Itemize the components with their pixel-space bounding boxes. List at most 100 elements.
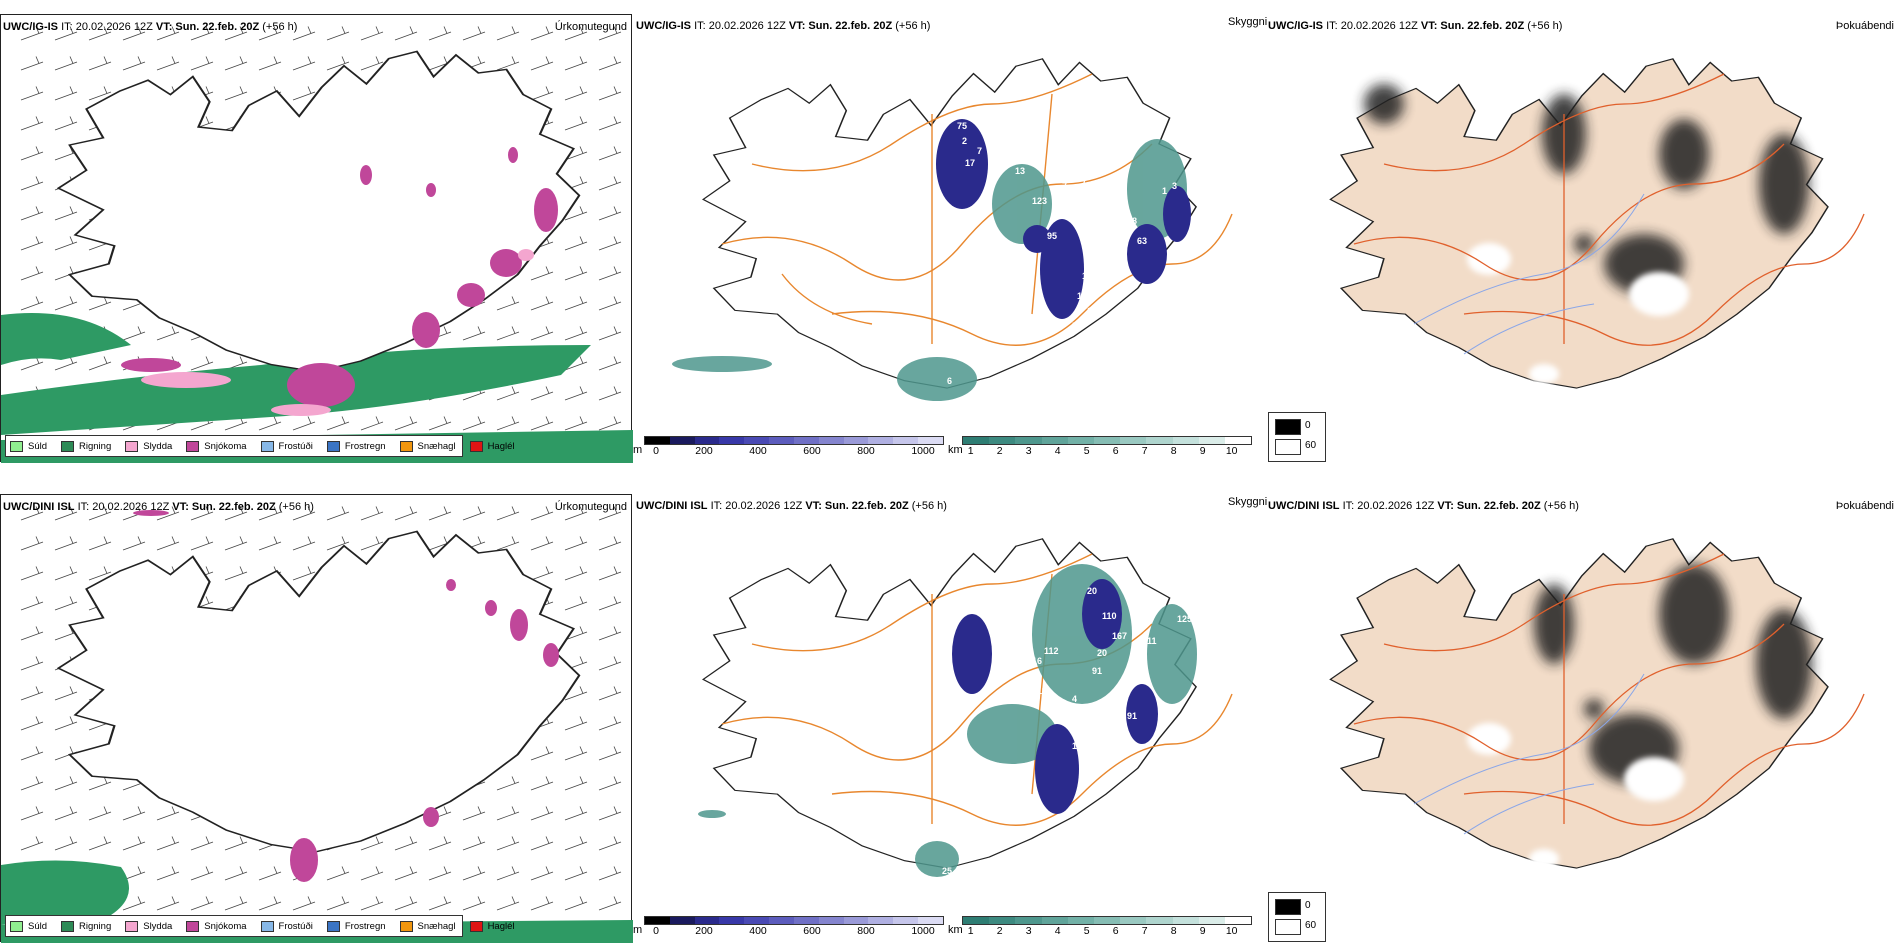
height-colorbar <box>644 436 944 445</box>
legend-item: Rigning <box>61 920 111 932</box>
legend-swatch <box>186 920 200 932</box>
legend-swatch <box>10 920 23 932</box>
panel-title: Skyggni <box>1228 496 1268 508</box>
height-value-label: 166 <box>1102 726 1117 736</box>
wind-barb <box>20 266 44 281</box>
wind-barb <box>496 896 520 911</box>
height-value-label: 13 <box>1087 306 1097 316</box>
wind-barb <box>530 806 554 821</box>
wind-barb <box>496 296 520 311</box>
wind-barb <box>88 566 112 581</box>
wind-barb <box>530 296 554 311</box>
panel-title: Skyggni <box>1228 16 1268 28</box>
wind-barb <box>564 836 588 851</box>
wind-barb <box>156 326 180 341</box>
iceland-outline <box>703 539 1196 868</box>
wind-barb <box>20 776 44 791</box>
wind-barb <box>530 386 554 401</box>
height-value-label: 8 <box>1122 261 1127 271</box>
wind-barb <box>564 356 588 371</box>
height-value-label: 123 <box>1032 196 1047 206</box>
wind-barb <box>598 146 622 161</box>
wind-barb <box>462 326 486 341</box>
wind-barb <box>496 776 520 791</box>
wind-barb <box>326 506 350 521</box>
wind-barb <box>190 536 214 551</box>
legend-item: Haglél <box>469 440 515 452</box>
wind-barb <box>258 56 282 71</box>
height-value-label: 7 <box>977 146 982 156</box>
wind-barb <box>292 536 316 551</box>
legend-swatch <box>469 920 483 932</box>
wind-barb <box>564 206 588 221</box>
wind-barb <box>598 626 622 641</box>
legend-item: Snæhagl <box>399 920 456 932</box>
wind-barb <box>394 416 418 431</box>
wind-barb <box>360 536 384 551</box>
wind-barb <box>598 326 622 341</box>
wind-barb <box>54 806 78 821</box>
height-value-label: 108 <box>997 156 1012 166</box>
wind-barb <box>122 806 146 821</box>
legend-item: Slydda <box>125 440 172 452</box>
wind-barb <box>224 836 248 851</box>
legend-swatch <box>399 920 413 932</box>
wind-barb <box>224 26 248 41</box>
wind-barb <box>156 896 180 911</box>
wind-barb <box>360 866 384 881</box>
precip-type-map <box>1 495 633 943</box>
visibility-panel-ig: 75 79 2 7 17 108 13 17 10 7 7 18 3 1 123 95 8 63 85 8 73 157 1… <box>632 14 1326 462</box>
wind-barb <box>88 506 112 521</box>
wind-barb <box>54 236 78 251</box>
visibility-unit: km <box>948 444 963 456</box>
wind-barb <box>224 866 248 881</box>
height-value-label: 63 <box>1137 236 1147 246</box>
wind-barb <box>564 386 588 401</box>
wind-barb <box>564 266 588 281</box>
fog-swatch <box>1275 419 1301 435</box>
wind-barb <box>258 506 282 521</box>
height-value-label: 20 <box>1097 648 1107 658</box>
wind-barb <box>598 356 622 371</box>
height-value-label: 91 <box>1127 711 1137 721</box>
wind-barb <box>598 56 622 71</box>
wind-barb <box>598 116 622 131</box>
height-value-label: 51 <box>1177 598 1187 608</box>
wind-barb <box>564 626 588 641</box>
wind-barb <box>428 416 452 431</box>
wind-barb <box>292 506 316 521</box>
wind-barb <box>258 536 282 551</box>
height-value-label: 115 <box>1087 751 1102 761</box>
wind-barb <box>564 116 588 131</box>
road-network <box>1353 553 1865 826</box>
wind-barb <box>598 656 622 671</box>
wind-barb <box>530 566 554 581</box>
visibility-colorbar <box>962 436 1252 445</box>
wind-barb <box>564 296 588 311</box>
height-value-label: 10 <box>1087 156 1097 166</box>
wind-barb <box>190 506 214 521</box>
wind-barb <box>496 26 520 41</box>
wind-barb <box>564 746 588 761</box>
fog-swatch <box>1275 439 1301 455</box>
legend-item: Súld <box>10 440 47 452</box>
legend-swatch <box>326 920 340 932</box>
wind-barb <box>394 836 418 851</box>
wind-barb <box>88 836 112 851</box>
wind-barb <box>598 536 622 551</box>
legend-swatch <box>399 440 413 452</box>
wind-barb <box>292 56 316 71</box>
wind-barb <box>54 686 78 701</box>
fog-panel-ig: UWC/IG-IS IT: 20.02.2026 12Z VT: Sun. 22… <box>1264 14 1900 462</box>
wind-barb <box>496 836 520 851</box>
wind-barb <box>20 626 44 641</box>
wind-barb <box>598 806 622 821</box>
fog-swatch <box>1275 899 1301 915</box>
panel-header: UWC/IG-IS IT: 20.02.2026 12Z VT: Sun. 22… <box>1268 20 1563 32</box>
wind-barb <box>530 896 554 911</box>
legend-item: Súld <box>10 920 47 932</box>
snow-region <box>133 510 559 882</box>
wind-barb <box>598 896 622 911</box>
wind-barb <box>530 56 554 71</box>
wind-barb <box>54 296 78 311</box>
